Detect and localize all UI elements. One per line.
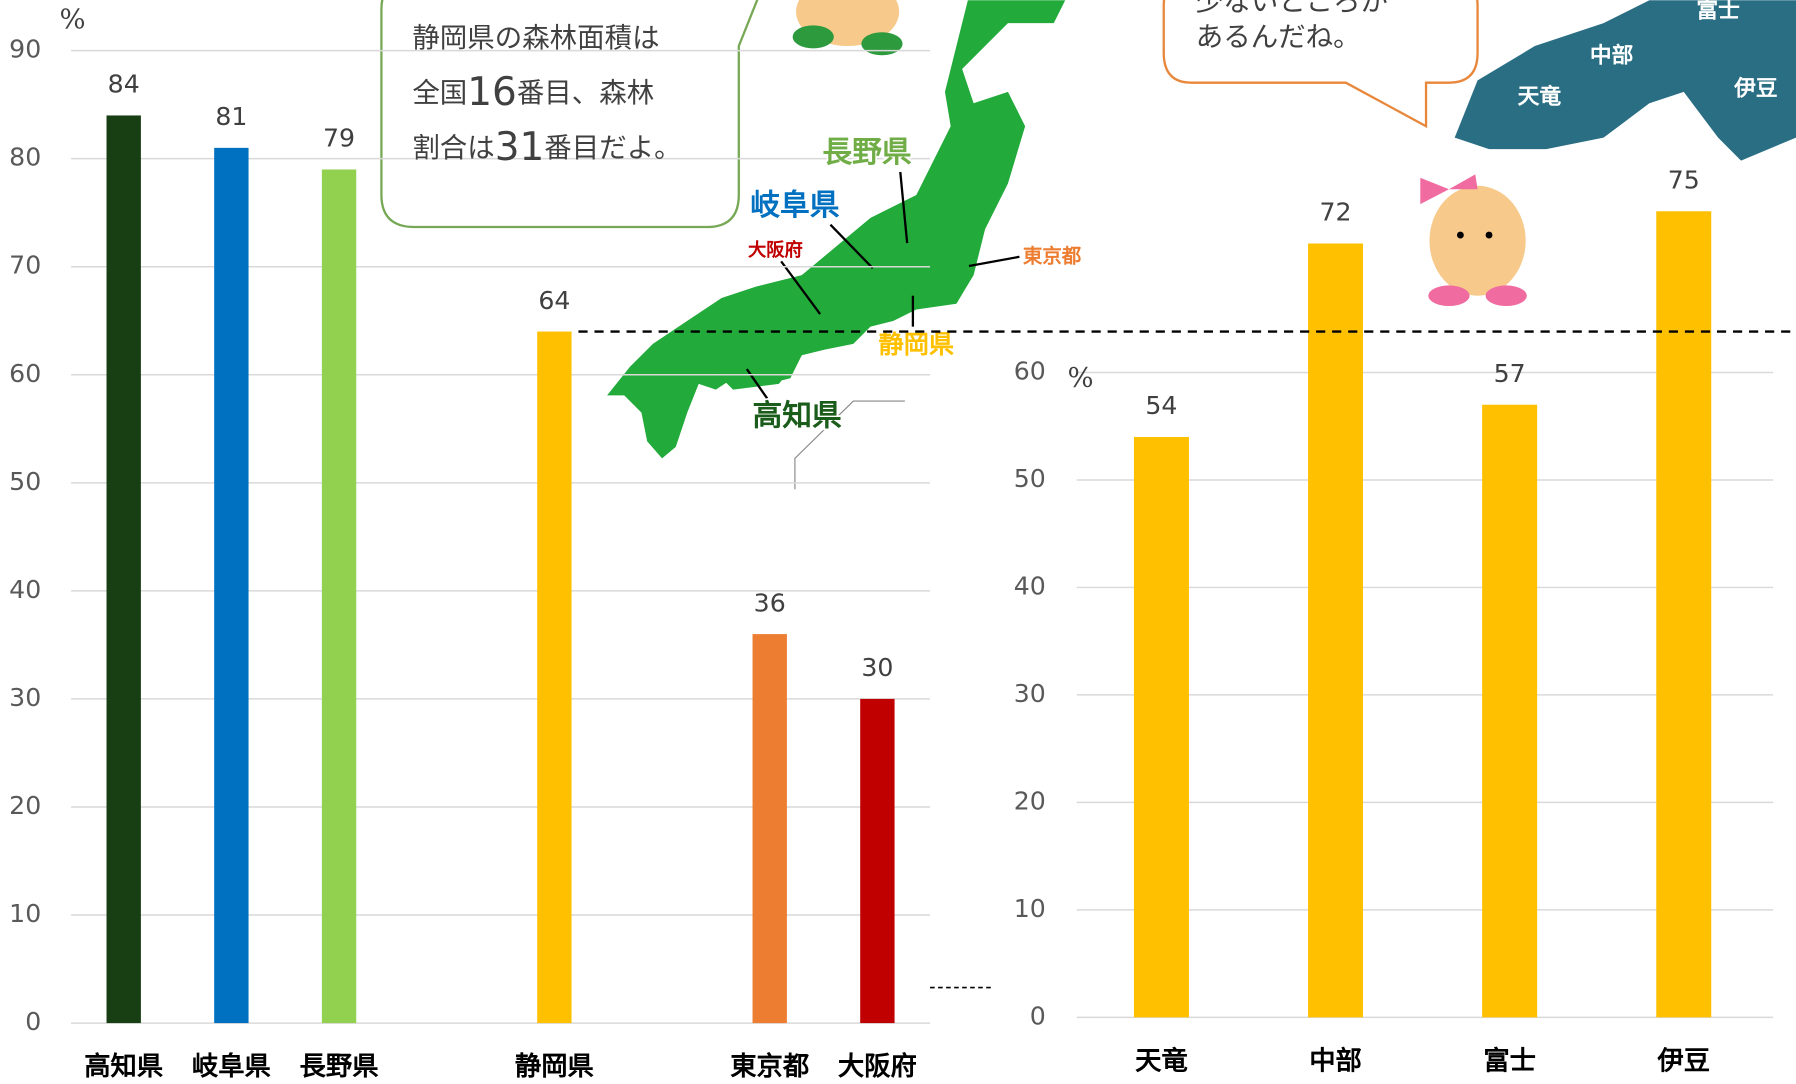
- y-tick-label: 60: [1014, 356, 1046, 385]
- leader: [794, 400, 905, 490]
- x-tick-label: 高知県: [84, 1051, 163, 1082]
- region-label: 富士: [1696, 0, 1740, 24]
- y-tick-label: 20: [1014, 786, 1046, 815]
- x-tick-label: 静岡県: [515, 1051, 594, 1082]
- y-tick-label: 50: [1014, 464, 1046, 493]
- bar: [214, 147, 249, 1024]
- y-tick-label: 0: [1030, 1001, 1046, 1030]
- bar: [1482, 404, 1538, 1018]
- bubble-text: 少ないところが: [1196, 0, 1388, 18]
- bar: [1308, 243, 1364, 1018]
- shizuoka-map: [1454, 0, 1796, 161]
- chart-right: 0 10 20 30 40 50 60 % 天竜 54 中部 72 富士 57 伊豆 75: [1014, 165, 1774, 1077]
- y-unit: %: [1068, 362, 1094, 394]
- region-label: 中部: [1590, 42, 1634, 68]
- y-tick-label: 60: [9, 359, 41, 388]
- bar: [1656, 211, 1712, 1018]
- bar: [1133, 436, 1189, 1018]
- bubble-segment: 番目、森林: [517, 77, 654, 109]
- value-label: 64: [538, 286, 570, 315]
- bubble-segment: 番目だよ。: [544, 132, 681, 164]
- bar: [106, 115, 141, 1024]
- map-arrows: [745, 171, 1020, 400]
- x-tick-label: 東京都: [730, 1051, 809, 1082]
- bar: [752, 634, 787, 1024]
- region-label: 伊豆: [1733, 77, 1778, 102]
- y-tick-label: 40: [9, 575, 41, 604]
- bubble-segment: 31: [495, 125, 545, 170]
- value-label: 36: [754, 588, 786, 617]
- x-tick-label: 大阪府: [838, 1051, 917, 1082]
- x-tick-label: 富士: [1483, 1046, 1536, 1077]
- x-tick-label: 天竜: [1135, 1046, 1188, 1077]
- annotations: 静岡県の森林面積は全国16番目、森林割合は31番目だよ。少ないところがあるんだね…: [412, 0, 1778, 435]
- bar: [321, 169, 357, 1024]
- y-unit: %: [60, 3, 86, 35]
- bubble-text: 割合は31番目だよ。: [412, 125, 681, 170]
- x-tick-label: 伊豆: [1656, 1047, 1710, 1077]
- bubble-text: 全国16番目、森林: [412, 70, 654, 115]
- character-girl: [1420, 174, 1527, 307]
- x-tick-label: 長野県: [300, 1052, 379, 1082]
- map-label: 長野県: [822, 135, 912, 170]
- bubble-segment: 割合は: [412, 132, 494, 164]
- value-label: 79: [323, 124, 355, 153]
- y-tick-label: 90: [9, 35, 41, 64]
- character-boy: [792, 0, 903, 56]
- map-label: 岐阜県: [750, 188, 840, 223]
- bubble-segment: 全国: [412, 77, 467, 109]
- bubble-segment: 16: [467, 70, 517, 115]
- value-label: 75: [1668, 165, 1700, 194]
- bubble-text: あるんだね。: [1196, 21, 1361, 53]
- x-tick-label: 岐阜県: [192, 1052, 271, 1082]
- y-tick-label: 20: [9, 791, 41, 820]
- value-label: 54: [1145, 391, 1177, 420]
- value-label: 30: [861, 653, 893, 682]
- map-label: 高知県: [753, 399, 843, 434]
- value-label: 84: [108, 70, 140, 99]
- y-tick-label: 0: [25, 1007, 41, 1036]
- x-tick-label: 中部: [1309, 1046, 1362, 1077]
- value-label: 81: [215, 102, 247, 131]
- bar: [537, 331, 572, 1024]
- bubble-right: [1162, 0, 1479, 129]
- y-tick-label: 50: [9, 467, 41, 496]
- bubble-text: 静岡県の森林面積は: [412, 22, 659, 54]
- region-label: 天竜: [1518, 84, 1562, 110]
- japan-map: [607, 0, 1066, 490]
- y-tick-label: 30: [1014, 679, 1046, 708]
- y-tick-label: 40: [1014, 571, 1046, 600]
- y-tick-label: 80: [9, 143, 41, 172]
- shikoku: [715, 338, 802, 390]
- bubble-left: [380, 0, 759, 229]
- y-tick-label: 30: [9, 683, 41, 712]
- y-tick-label: 70: [9, 251, 41, 280]
- map-label: 東京都: [1023, 244, 1082, 267]
- y-tick-label: 10: [9, 899, 41, 928]
- map-label: 大阪府: [748, 239, 803, 261]
- y-tick-label: 10: [1014, 894, 1046, 923]
- value-label: 57: [1494, 359, 1526, 388]
- bubble-segment: 静岡県の森林面積は: [412, 22, 659, 54]
- value-label: 72: [1320, 198, 1352, 227]
- bar: [860, 698, 895, 1024]
- map-label: 静岡県: [879, 330, 955, 359]
- chart-left: 0 10 20 30 40 50 60 70 80 90% 高知県 84 岐阜県 81 長野県 79 静岡県 64…: [9, 3, 931, 1082]
